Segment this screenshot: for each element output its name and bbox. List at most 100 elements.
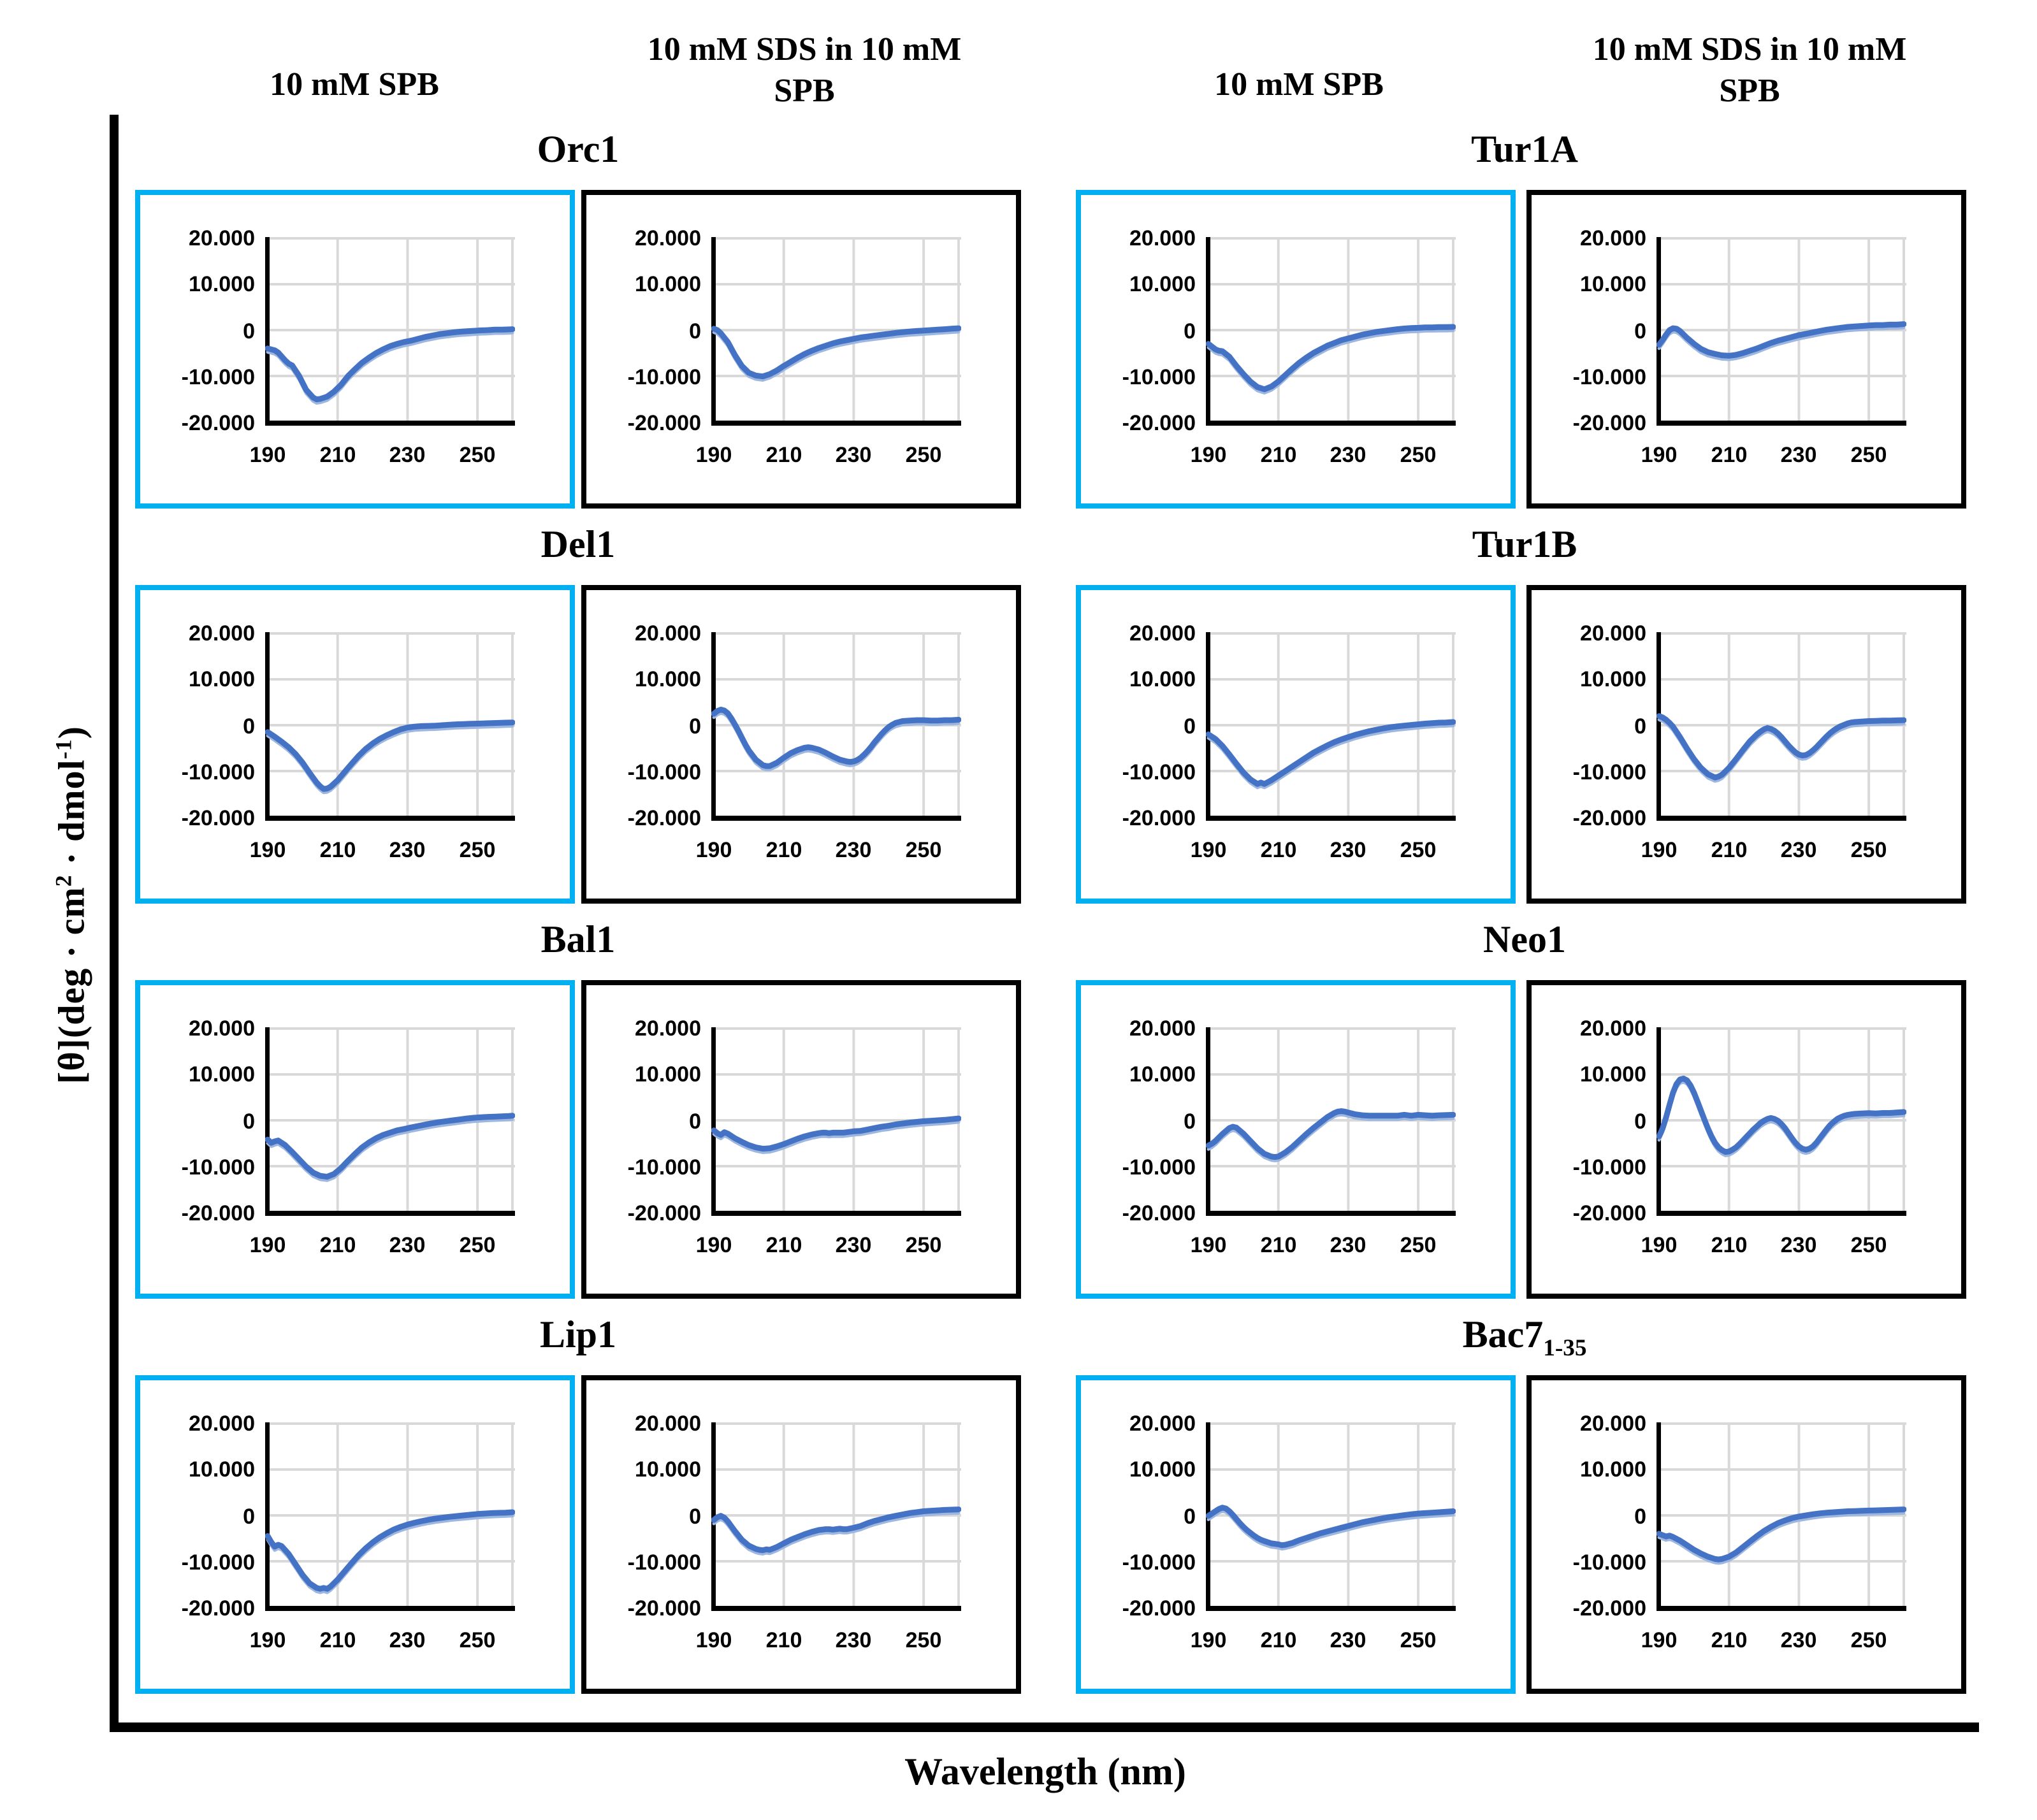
x-tick-label: 230 <box>835 443 872 467</box>
y-tick-label: -20.000 <box>1572 1201 1646 1225</box>
y-tick-label: -10.000 <box>181 760 255 784</box>
y-tick-label: 0 <box>1184 1109 1196 1134</box>
x-tick-label: 250 <box>1850 443 1887 467</box>
x-tick-label: 250 <box>1850 1233 1887 1257</box>
y-tick-label: -10.000 <box>1122 760 1196 784</box>
y-tick-label: -20.000 <box>1122 1596 1196 1621</box>
x-tick-label: 190 <box>249 1233 286 1257</box>
y-tick-label: 0 <box>689 714 701 739</box>
cd-spectrum-plot <box>1206 1027 1456 1216</box>
x-tick-label: 190 <box>249 443 286 467</box>
x-tick-label: 190 <box>1641 443 1678 467</box>
column-header-sds-right: 10 mM SDS in 10 mM SPB <box>1592 31 1907 109</box>
x-tick-label: 190 <box>1641 1628 1678 1652</box>
cd-spectrum-plot <box>1206 237 1456 426</box>
y-tick-label: 10.000 <box>1580 667 1646 691</box>
y-tick-label: 10.000 <box>189 1457 255 1482</box>
x-tick-label: 210 <box>1260 838 1297 862</box>
cd-spectrum-plot <box>265 1027 515 1216</box>
y-tick-label: -10.000 <box>1572 760 1646 784</box>
y-tick-label: -10.000 <box>627 1155 701 1180</box>
chart-tur1b-spb: 20.000 10.000 0 -10.000 -20.000 190 210 230 250 <box>1076 585 1516 904</box>
y-tick-label: 20.000 <box>1129 226 1196 250</box>
x-tick-label: 230 <box>1780 443 1817 467</box>
y-tick-label: 20.000 <box>1580 621 1646 646</box>
x-tick-label: 210 <box>1711 1233 1748 1257</box>
x-tick-label: 190 <box>249 1628 286 1652</box>
y-tick-label: -10.000 <box>627 1550 701 1575</box>
panel-title-bal1: Bal1 <box>540 918 616 960</box>
y-tick-label: 10.000 <box>635 667 701 691</box>
x-tick-label: 190 <box>695 838 732 862</box>
y-tick-label: 10.000 <box>1129 1062 1196 1087</box>
y-tick-label: 20.000 <box>635 226 701 250</box>
chart-lip1-spb: 20.000 10.000 0 -10.000 -20.000 190 210 230 250 <box>135 1375 575 1694</box>
y-tick-label: 10.000 <box>635 272 701 296</box>
x-tick-label: 190 <box>1190 443 1227 467</box>
x-tick-label: 230 <box>835 1628 872 1652</box>
y-tick-label: -10.000 <box>1122 1550 1196 1575</box>
chart-tur1a-sds: 20.000 10.000 0 -10.000 -20.000 190 210 230 250 <box>1526 190 1966 509</box>
x-tick-label: 210 <box>1711 443 1748 467</box>
y-tick-label: 20.000 <box>1580 226 1646 250</box>
x-tick-label: 230 <box>389 443 426 467</box>
x-tick-label: 210 <box>319 838 356 862</box>
y-tick-label: 20.000 <box>635 621 701 646</box>
x-tick-label: 230 <box>835 838 872 862</box>
cd-spectrum-plot <box>265 237 515 426</box>
panel-title-orc1: Orc1 <box>537 128 620 170</box>
y-tick-label: 10.000 <box>1580 272 1646 296</box>
y-tick-label: 20.000 <box>1580 1016 1646 1041</box>
y-tick-label: -20.000 <box>181 411 255 435</box>
x-tick-label: 210 <box>319 1628 356 1652</box>
y-tick-label: 10.000 <box>1129 272 1196 296</box>
y-tick-label: 0 <box>1634 1505 1646 1529</box>
x-tick-label: 230 <box>1330 443 1366 467</box>
y-axis-label: [θ](deg · cm2 · dmol-1) <box>50 726 92 1084</box>
chart-tur1a-spb: 20.000 10.000 0 -10.000 -20.000 190 210 230 250 <box>1076 190 1516 509</box>
y-tick-label: 20.000 <box>635 1016 701 1041</box>
y-tick-label: -20.000 <box>627 411 701 435</box>
y-tick-label: 20.000 <box>189 1016 255 1041</box>
chart-tur1b-sds: 20.000 10.000 0 -10.000 -20.000 190 210 230 250 <box>1526 585 1966 904</box>
y-tick-label: 10.000 <box>1129 1457 1196 1482</box>
x-tick-label: 210 <box>765 838 802 862</box>
y-tick-label: -10.000 <box>1572 1550 1646 1575</box>
y-tick-label: -20.000 <box>1572 1596 1646 1621</box>
y-tick-label: 10.000 <box>1580 1062 1646 1087</box>
cd-spectrum-plot <box>1206 1422 1456 1611</box>
y-tick-label: -20.000 <box>627 806 701 830</box>
x-tick-label: 230 <box>1780 1233 1817 1257</box>
figure-x-axis-line <box>110 1722 1979 1732</box>
x-tick-label: 210 <box>1260 1628 1297 1652</box>
y-tick-label: 20.000 <box>1580 1412 1646 1436</box>
x-tick-label: 250 <box>905 1628 942 1652</box>
y-tick-label: -10.000 <box>627 365 701 389</box>
x-tick-label: 230 <box>389 1233 426 1257</box>
y-tick-label: 0 <box>243 319 255 343</box>
cd-spectrum-plot <box>711 237 961 426</box>
cd-spectrum-plot <box>265 1422 515 1611</box>
x-tick-label: 210 <box>1260 1233 1297 1257</box>
x-tick-label: 230 <box>1330 838 1366 862</box>
x-tick-label: 230 <box>835 1233 872 1257</box>
y-tick-label: 10.000 <box>1580 1457 1646 1482</box>
x-tick-label: 230 <box>1330 1233 1366 1257</box>
chart-orc1-spb: 20.000 10.000 0 -10.000 -20.000 190 210 230 250 <box>135 190 575 509</box>
x-tick-label: 190 <box>1190 1233 1227 1257</box>
y-tick-label: -10.000 <box>627 760 701 784</box>
x-tick-label: 190 <box>695 1628 732 1652</box>
x-tick-label: 250 <box>459 1628 496 1652</box>
panel-title-tur1a: Tur1A <box>1471 128 1578 170</box>
x-tick-label: 250 <box>459 443 496 467</box>
x-tick-label: 210 <box>1260 443 1297 467</box>
cd-spectrum-plot <box>711 1027 961 1216</box>
y-tick-label: 0 <box>1184 319 1196 343</box>
x-tick-label: 190 <box>249 838 286 862</box>
y-tick-label: -20.000 <box>1122 411 1196 435</box>
y-tick-label: 0 <box>1634 319 1646 343</box>
chart-neo1-sds: 20.000 10.000 0 -10.000 -20.000 190 210 230 250 <box>1526 980 1966 1299</box>
y-tick-label: 0 <box>1634 1109 1646 1134</box>
cd-spectrum-plot <box>1656 237 1906 426</box>
